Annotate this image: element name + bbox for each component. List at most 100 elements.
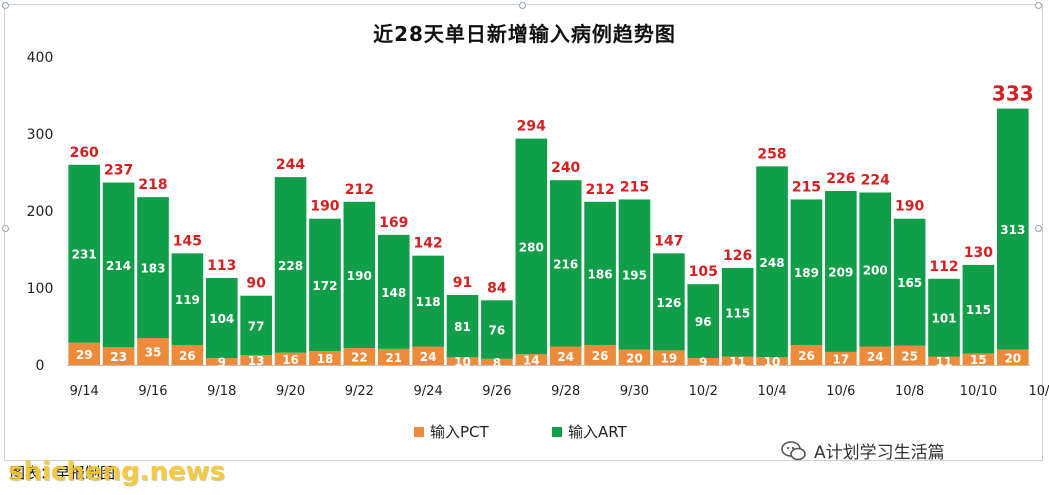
bar-segment-art <box>240 295 272 355</box>
data-label-art: 189 <box>794 266 819 280</box>
data-label-art: 148 <box>381 286 406 300</box>
data-label-pct: 10 <box>454 355 471 369</box>
site-watermark: shicheng.news <box>8 457 226 487</box>
data-label-art: 190 <box>347 269 372 283</box>
data-label-art: 200 <box>863 264 888 278</box>
x-tick-label: 10/2 <box>689 384 718 399</box>
total-label: 147 <box>654 233 683 249</box>
bar-segment-art <box>893 218 926 346</box>
bar-segment-pct <box>343 348 376 365</box>
watermark: A计划学习生活篇 <box>780 438 945 463</box>
legend-label-pct: 输入PCT <box>430 423 489 441</box>
y-tick-label: 0 <box>36 358 45 374</box>
x-tick-label: 10/4 <box>757 384 786 399</box>
legend-swatch-pct <box>414 426 424 437</box>
data-label-pct: 26 <box>592 349 609 363</box>
data-label-pct: 21 <box>385 351 402 365</box>
data-label-art: 81 <box>454 320 471 334</box>
watermark-text: A计划学习生活篇 <box>814 443 945 463</box>
resize-handle-top-right[interactable] <box>1035 2 1042 9</box>
data-label-art: 96 <box>695 315 712 329</box>
bar-segment-pct <box>377 348 410 365</box>
bar-segment-art <box>996 108 1029 350</box>
data-label-pct: 13 <box>248 354 265 368</box>
data-label-pct: 24 <box>867 350 884 364</box>
bar-segment-pct <box>412 346 444 365</box>
resize-handle-middle-left[interactable] <box>2 225 9 232</box>
data-label-art: 126 <box>656 296 681 310</box>
y-tick-label: 100 <box>27 281 54 297</box>
bar-segment-art <box>481 300 513 359</box>
bar-segment-art <box>171 253 204 345</box>
bar-segment-pct <box>171 344 204 365</box>
chart-caption: 图表：早报制图 <box>10 464 116 482</box>
bar-segment-art <box>377 234 410 349</box>
data-label-art: 214 <box>106 259 131 273</box>
resize-handle-middle-right[interactable] <box>1035 225 1042 232</box>
bar-segment-art <box>962 264 995 354</box>
data-label-pct: 26 <box>798 349 815 363</box>
bar-segment-art <box>412 255 444 347</box>
total-label: 113 <box>207 258 236 274</box>
data-label-pct: 11 <box>729 355 746 369</box>
total-label: 190 <box>310 199 339 215</box>
bar-segment-pct <box>137 338 169 365</box>
total-label: 260 <box>70 145 99 161</box>
x-tick-label: 10/10 <box>960 384 997 399</box>
total-label: 224 <box>861 173 890 189</box>
bar-segment-pct <box>102 347 135 365</box>
total-label: 294 <box>517 119 546 135</box>
data-label-art: 216 <box>553 257 578 271</box>
data-label-art: 165 <box>897 276 922 290</box>
resize-handle-top-left[interactable] <box>2 2 9 9</box>
resize-handle-top-center[interactable] <box>519 2 526 9</box>
total-label: 142 <box>414 236 443 252</box>
bar-segment-pct <box>205 358 238 365</box>
data-label-art: 119 <box>175 293 200 307</box>
bar-segment-pct <box>721 356 754 365</box>
bar-segment-art <box>68 164 101 343</box>
x-tick-label: 9/18 <box>207 384 236 399</box>
data-label-pct: 26 <box>179 349 196 363</box>
y-tick-label: 400 <box>27 50 54 66</box>
bar-segment-art <box>825 190 857 352</box>
data-label-pct: 9 <box>218 356 226 370</box>
bar-segment-art <box>137 197 169 339</box>
x-tick-label: 10/6 <box>826 384 855 399</box>
bar-segment-pct <box>274 352 307 365</box>
total-label: 145 <box>173 233 202 249</box>
bar-segment-art <box>343 201 376 349</box>
bar-segment-art <box>446 294 479 358</box>
bar-segment-pct <box>859 346 892 365</box>
bar-segment-pct <box>790 344 823 365</box>
data-label-art: 118 <box>416 295 441 309</box>
bar-segment-pct <box>549 346 582 365</box>
bar-segment-art <box>584 201 616 345</box>
total-label: 218 <box>138 177 167 193</box>
bar-segment-art <box>549 180 582 347</box>
bar-segment-art <box>309 218 341 352</box>
bar-segment-art <box>687 284 720 359</box>
total-label: 226 <box>826 171 855 187</box>
x-tick-label: 9/26 <box>482 384 511 399</box>
total-label: 190 <box>895 199 924 215</box>
data-label-pct: 22 <box>351 351 368 365</box>
data-label-pct: 35 <box>145 346 162 360</box>
x-tick-label: 10/8 <box>895 384 924 399</box>
data-label-pct: 8 <box>493 356 501 370</box>
bar-segment-pct <box>928 356 960 365</box>
bar-segment-pct <box>618 349 651 365</box>
chart-title: 近28天单日新增输入病例趋势图 <box>373 22 676 46</box>
data-label-pct: 19 <box>661 352 678 366</box>
legend-label-art: 输入ART <box>568 423 627 441</box>
data-label-pct: 25 <box>901 349 918 363</box>
bar-segment-pct <box>309 351 341 365</box>
data-label-art: 248 <box>760 256 785 270</box>
data-label-pct: 14 <box>523 354 540 368</box>
total-label: 240 <box>551 160 580 176</box>
total-label: 90 <box>246 276 266 292</box>
bar-segment-pct <box>893 345 926 365</box>
total-label: 84 <box>487 280 507 296</box>
bar-segment-pct <box>756 357 788 365</box>
